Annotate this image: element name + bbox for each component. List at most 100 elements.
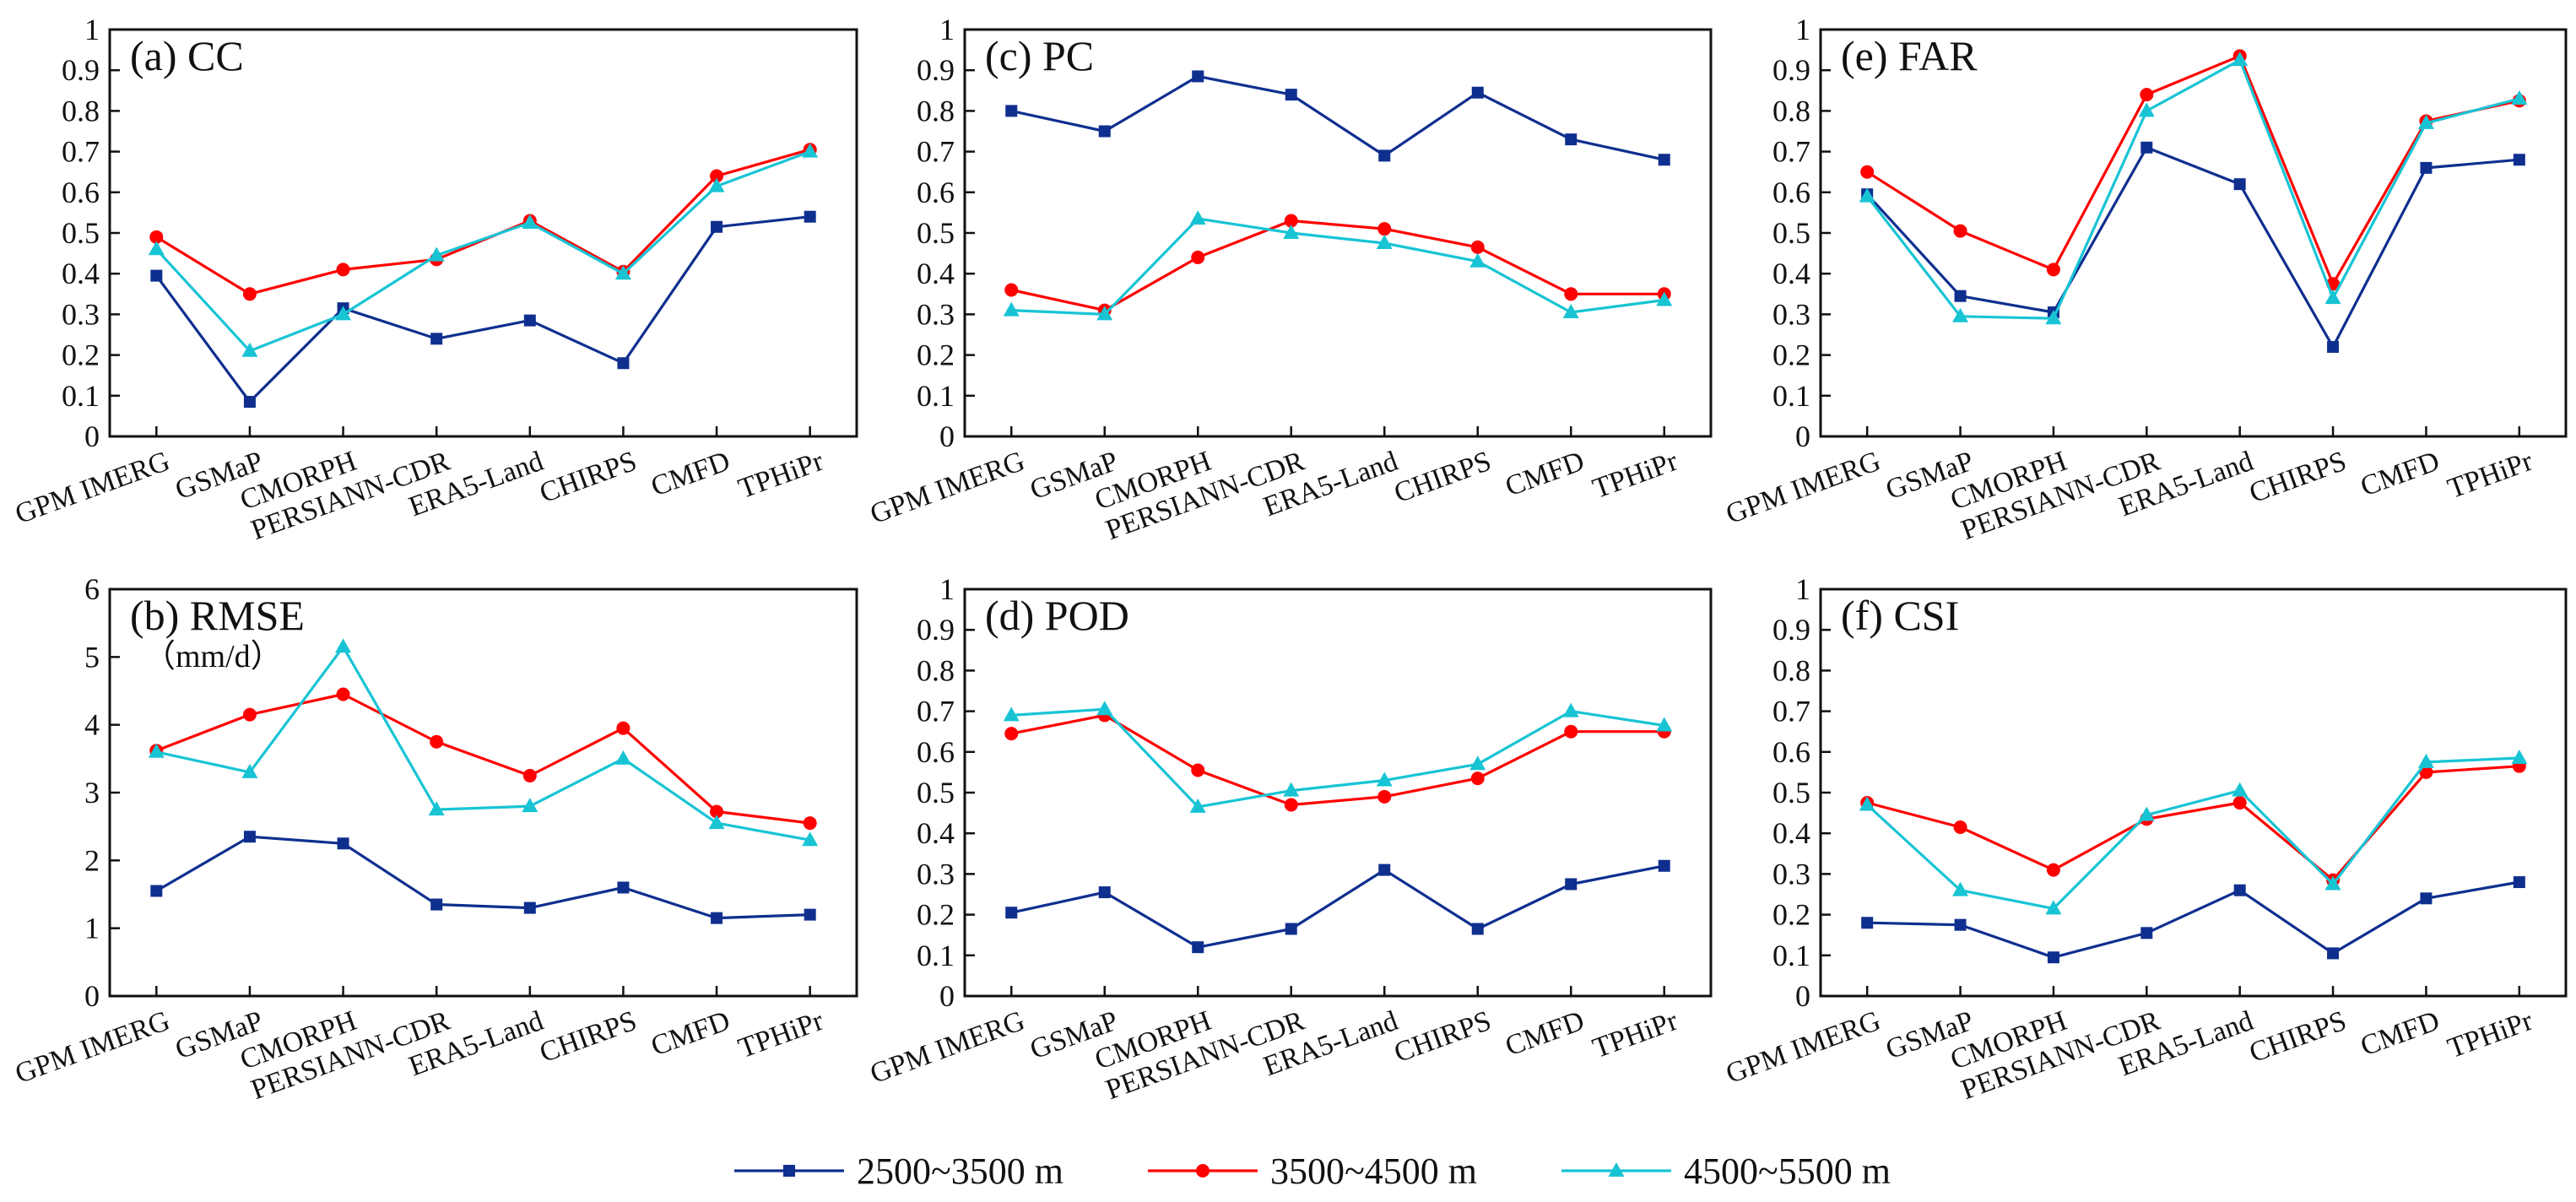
data-point	[1658, 859, 1670, 872]
data-point	[2327, 340, 2340, 353]
y-tick-label: 0.7	[1772, 695, 1810, 728]
series-1	[1004, 708, 1671, 812]
data-point	[2045, 310, 2062, 325]
data-point	[2420, 892, 2433, 905]
series-line	[1866, 54, 2520, 285]
data-point	[336, 263, 350, 277]
series-0	[150, 831, 816, 924]
data-point	[2324, 875, 2341, 891]
data-point	[523, 902, 536, 914]
x-tick-label: TPHiPr	[734, 1005, 828, 1065]
series-2	[148, 638, 819, 847]
y-tick-label: 0	[84, 420, 100, 453]
data-point	[1859, 187, 1875, 203]
legend-marker	[783, 1165, 795, 1177]
series-2	[1859, 51, 2528, 325]
y-tick-label: 0.9	[62, 53, 100, 87]
data-point	[1564, 724, 1578, 739]
data-point	[1192, 941, 1204, 954]
data-point	[1562, 702, 1579, 717]
series-line	[1867, 880, 2520, 959]
y-tick-label: 0	[84, 979, 100, 1013]
x-tick-label: CMFD	[2357, 1005, 2443, 1063]
data-point	[804, 908, 816, 921]
data-point	[1098, 125, 1111, 138]
x-tick-label: CMFD	[1502, 1005, 1588, 1063]
data-point	[522, 214, 538, 229]
data-point	[708, 177, 725, 192]
data-point	[1192, 70, 1204, 83]
data-point	[2232, 51, 2249, 67]
y-tick-label: 1	[1795, 13, 1810, 46]
y-tick-label: 0.7	[917, 135, 955, 169]
panel-title: (a) CC	[130, 32, 244, 79]
y-tick-label: 4	[84, 708, 100, 742]
y-tick-label: 0.9	[1772, 613, 1810, 647]
y-tick-label: 0	[939, 979, 955, 1013]
legend-entry-1: 3500~4500 m	[1148, 1151, 1477, 1192]
legend-entry-0: 2500~3500 m	[734, 1151, 1063, 1192]
data-point	[1953, 224, 1967, 238]
y-tick-label: 0.8	[917, 94, 955, 127]
data-point	[1283, 782, 1300, 797]
data-point	[1564, 287, 1578, 301]
y-tick-label: 0.6	[1772, 176, 1810, 209]
x-tick-label: CHIRPS	[536, 1005, 641, 1069]
data-point	[1189, 210, 1206, 225]
data-point	[1004, 727, 1019, 741]
data-point	[335, 306, 352, 321]
series-line	[155, 150, 811, 353]
y-tick-label: 0.2	[917, 338, 955, 372]
data-point	[2045, 900, 2062, 915]
data-point	[1565, 133, 1578, 146]
data-point	[241, 342, 258, 357]
data-point	[617, 357, 630, 370]
x-tick-label: CMFD	[647, 446, 734, 503]
panel-title: (c) PC	[985, 32, 1094, 79]
x-tick-label: TPHiPr	[1588, 446, 1682, 506]
data-point	[1656, 717, 1673, 732]
data-point	[1285, 89, 1297, 101]
data-point	[2511, 89, 2528, 105]
data-point	[150, 885, 163, 897]
y-tick-label: 0.8	[62, 94, 100, 127]
data-point	[150, 269, 163, 282]
x-tick-label: CHIRPS	[2245, 446, 2351, 509]
plot-frame	[108, 28, 858, 438]
y-tick-label: 0.9	[1772, 53, 1810, 87]
data-point	[243, 831, 256, 843]
y-tick-label: 0.1	[917, 379, 955, 413]
series-0	[1005, 70, 1670, 166]
series-line	[155, 835, 810, 920]
data-point	[2046, 263, 2060, 277]
data-point	[2513, 876, 2525, 889]
data-point	[148, 743, 165, 758]
series-1	[149, 687, 817, 831]
data-point	[1284, 214, 1298, 228]
legend-marker	[1608, 1162, 1625, 1177]
plot-frame	[1819, 28, 2568, 438]
y-tick-label: 0.7	[62, 135, 100, 169]
data-point	[803, 816, 817, 831]
y-tick-label: 0.3	[917, 297, 955, 331]
series-line	[1010, 74, 1665, 161]
data-point	[1376, 235, 1393, 250]
y-tick-label: 1	[84, 912, 100, 945]
x-tick-label: CHIRPS	[536, 446, 641, 509]
data-point	[1469, 252, 1486, 268]
data-point	[708, 815, 725, 830]
series-2	[1003, 210, 1673, 321]
x-tick-label: GPM IMERG	[1722, 1005, 1885, 1090]
y-tick-label: 0.2	[1772, 898, 1810, 932]
data-point	[1469, 755, 1486, 771]
series-line	[1865, 58, 2520, 320]
data-point	[711, 220, 723, 233]
legend-label: 2500~3500 m	[857, 1151, 1063, 1192]
series-1	[1860, 759, 2526, 887]
data-point	[2511, 750, 2528, 765]
data-point	[1860, 165, 1875, 179]
y-tick-label: 0.6	[62, 176, 100, 209]
x-tick-label: CHIRPS	[1390, 446, 1496, 509]
data-point	[1191, 250, 1205, 264]
